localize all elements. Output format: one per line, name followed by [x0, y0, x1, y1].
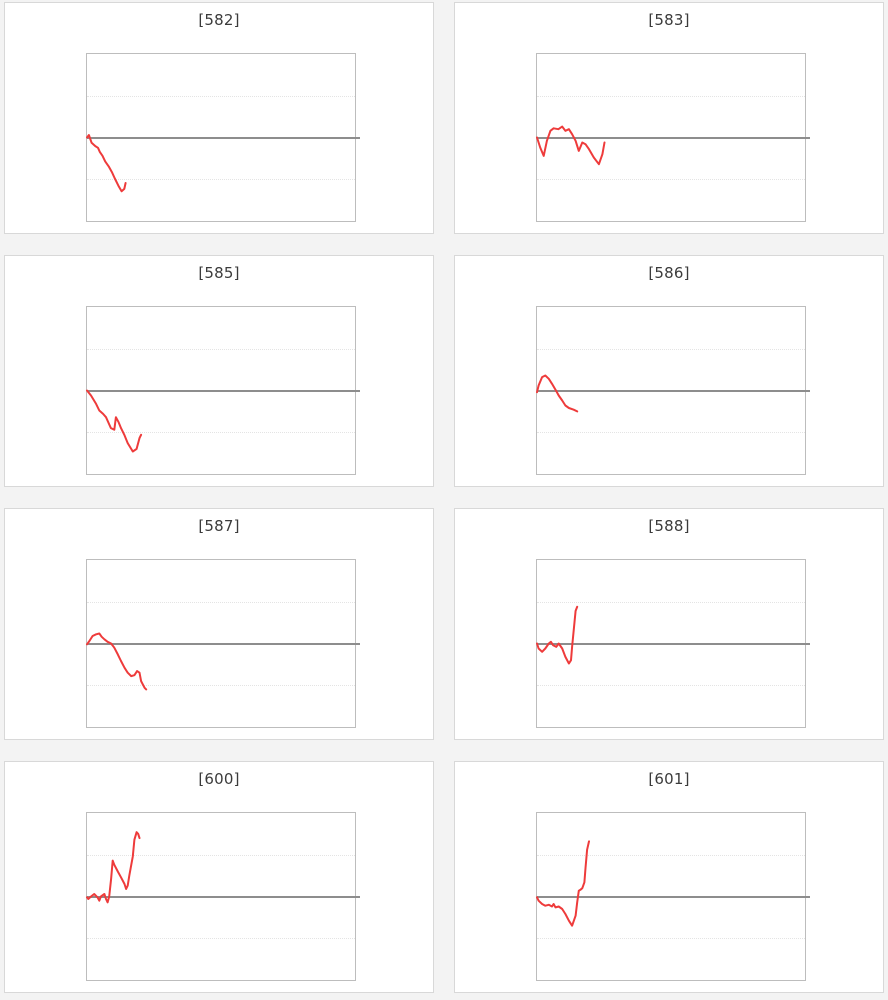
gridline-lower: [87, 179, 355, 181]
series-polyline: [86, 134, 127, 193]
gridline-lower: [537, 179, 805, 181]
line-series: [86, 389, 143, 453]
gridline-lower: [537, 938, 805, 940]
gridline-lower: [87, 432, 355, 434]
chart-title: [601]: [648, 770, 690, 788]
line-series: [86, 831, 141, 904]
line-series: [536, 125, 606, 166]
zero-axis-line: [537, 895, 810, 898]
gridline-lower: [537, 685, 805, 687]
chart-cell: [585]: [4, 255, 434, 487]
zero-axis-line: [87, 895, 360, 898]
zero-axis-line: [537, 642, 810, 645]
line-series: [86, 632, 148, 691]
line-series: [86, 134, 127, 193]
chart-title: [583]: [648, 11, 690, 29]
chart-cell: [587]: [4, 508, 434, 740]
series-polyline: [86, 831, 141, 904]
chart-title: [587]: [198, 517, 240, 535]
plot-area: [86, 53, 360, 222]
line-series: [536, 840, 590, 927]
zero-axis-line: [537, 136, 810, 139]
plot-area: [86, 559, 360, 728]
chart-cell: [601]: [454, 761, 884, 993]
chart-title: [586]: [648, 264, 690, 282]
zero-axis-line: [87, 136, 360, 139]
chart-cell: [582]: [4, 2, 434, 234]
gridline-upper: [537, 601, 805, 603]
gridline-lower: [87, 685, 355, 687]
chart-title: [600]: [198, 770, 240, 788]
chart-cell: [600]: [4, 761, 434, 993]
series-polyline: [536, 840, 590, 927]
chart-title: [582]: [198, 11, 240, 29]
gridline-upper: [537, 854, 805, 856]
chart-title: [588]: [648, 517, 690, 535]
line-series: [536, 605, 579, 665]
zero-axis-line: [87, 389, 360, 392]
plot-area: [536, 559, 810, 728]
plot-area: [536, 812, 810, 981]
gridline-upper: [87, 601, 355, 603]
zero-axis-line: [537, 389, 810, 392]
series-polyline: [86, 632, 148, 691]
gridline-upper: [87, 95, 355, 97]
gridline-upper: [87, 348, 355, 350]
gridline-lower: [87, 938, 355, 940]
series-polyline: [536, 605, 579, 665]
gridline-upper: [537, 95, 805, 97]
chart-cell: [586]: [454, 255, 884, 487]
chart-title: [585]: [198, 264, 240, 282]
plot-area: [536, 53, 810, 222]
chart-cell: [583]: [454, 2, 884, 234]
chart-cell: [588]: [454, 508, 884, 740]
series-polyline: [536, 125, 606, 166]
gridline-upper: [87, 854, 355, 856]
plot-area: [86, 306, 360, 475]
series-polyline: [86, 389, 143, 453]
line-series: [536, 374, 579, 413]
plot-area: [536, 306, 810, 475]
gridline-upper: [537, 348, 805, 350]
gridline-lower: [537, 432, 805, 434]
plot-area: [86, 812, 360, 981]
zero-axis-line: [87, 642, 360, 645]
series-polyline: [536, 374, 579, 413]
